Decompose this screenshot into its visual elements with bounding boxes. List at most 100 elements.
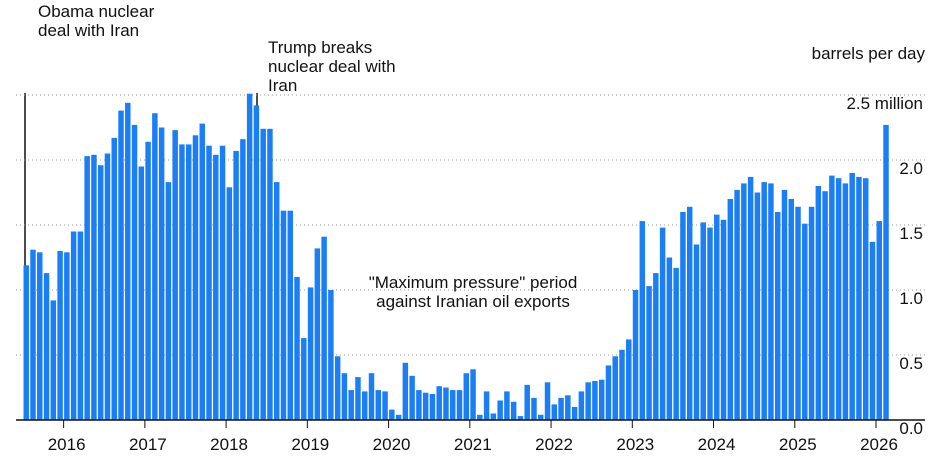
bar	[429, 394, 436, 420]
bar	[598, 379, 605, 420]
bar	[334, 356, 341, 420]
bar	[673, 267, 679, 420]
bar	[206, 145, 212, 420]
bar	[226, 187, 233, 420]
y-tick-label: 2.0	[899, 159, 923, 178]
bar	[450, 390, 456, 420]
bar	[409, 375, 415, 420]
bar	[240, 139, 246, 420]
bar	[551, 404, 558, 420]
bar	[646, 286, 652, 420]
bar	[179, 144, 185, 420]
bar	[653, 273, 659, 420]
bar	[355, 377, 361, 420]
bar	[389, 409, 395, 420]
bar	[341, 373, 348, 420]
bar	[402, 362, 409, 420]
x-tick-label: 2020	[373, 435, 411, 454]
bar	[436, 386, 442, 420]
bar	[301, 338, 307, 420]
x-tick-label: 2023	[616, 435, 654, 454]
bar	[213, 154, 219, 421]
bar	[118, 110, 124, 420]
bar	[145, 141, 151, 421]
bar	[57, 251, 63, 420]
bar	[802, 223, 808, 420]
bar	[91, 154, 97, 421]
bar	[761, 182, 767, 420]
bar	[727, 199, 734, 420]
bar	[666, 257, 673, 420]
bar	[815, 186, 822, 420]
bar	[795, 206, 801, 420]
bar	[111, 137, 117, 420]
bar	[734, 189, 740, 420]
bar	[558, 397, 564, 420]
x-tick-label: 2016	[48, 435, 86, 454]
bar	[287, 210, 293, 420]
bar	[185, 144, 192, 420]
bar	[37, 252, 43, 420]
bar	[219, 145, 226, 420]
bar	[97, 165, 104, 420]
x-tick-label: 2024	[698, 435, 736, 454]
bar	[639, 221, 646, 420]
bar	[375, 390, 382, 420]
bar	[808, 206, 815, 420]
bar	[321, 236, 327, 420]
bar	[490, 413, 497, 420]
bar	[707, 227, 713, 420]
bar	[362, 391, 368, 420]
bar	[294, 277, 300, 420]
x-tick-label: 2025	[779, 435, 817, 454]
bar	[348, 390, 354, 420]
bar	[260, 128, 266, 421]
bar	[578, 391, 585, 420]
axis-title: barrels per day	[811, 44, 925, 63]
bar	[158, 127, 165, 420]
x-tick-label: 2017	[129, 435, 167, 454]
bar	[849, 173, 855, 420]
bar	[497, 400, 503, 420]
bar	[747, 176, 754, 420]
bar	[693, 244, 700, 420]
bar	[626, 339, 632, 420]
bar	[768, 183, 774, 420]
bar	[829, 175, 835, 420]
bar	[368, 373, 375, 420]
bar	[659, 227, 666, 420]
bar	[714, 214, 720, 420]
y-tick-label: 1.0	[899, 289, 923, 308]
bar	[422, 392, 429, 420]
bar	[463, 373, 470, 420]
bar	[680, 212, 686, 420]
bar	[328, 290, 334, 420]
bar	[172, 130, 178, 420]
annotation: Trump breaks nuclear deal with Iran	[268, 38, 396, 95]
bar	[416, 390, 422, 420]
bar	[246, 93, 253, 420]
bar	[686, 206, 693, 420]
bar	[125, 102, 131, 421]
bar	[504, 391, 510, 420]
x-tick-label: 2026	[860, 435, 898, 454]
bar	[835, 178, 842, 420]
bar	[233, 150, 239, 420]
bar	[592, 381, 598, 420]
bar	[612, 356, 618, 420]
bar	[862, 178, 869, 420]
x-tick-label: 2021	[454, 435, 492, 454]
bar	[531, 397, 537, 420]
bar	[138, 166, 145, 420]
bar	[822, 191, 828, 420]
x-tick-label: 2019	[291, 435, 329, 454]
bar	[84, 156, 90, 420]
bar	[314, 248, 321, 420]
bar	[104, 153, 111, 420]
bar	[754, 192, 761, 420]
bar	[565, 395, 571, 420]
bar	[538, 414, 544, 420]
bar	[253, 105, 260, 421]
